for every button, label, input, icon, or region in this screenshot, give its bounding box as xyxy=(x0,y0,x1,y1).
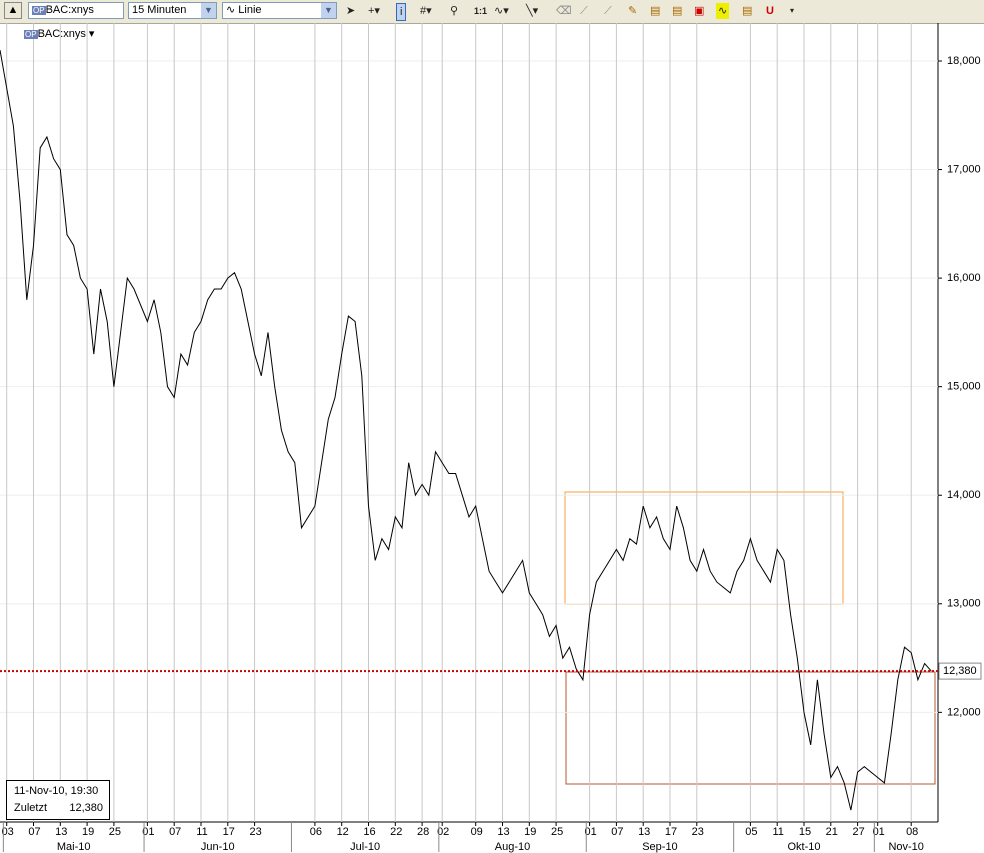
study-tool[interactable]: ▤ xyxy=(650,5,661,17)
study-tool[interactable]: ▤ xyxy=(742,5,753,17)
symbol-input[interactable]: OPBAC:xnys xyxy=(28,2,124,19)
fib-tool[interactable]: ⟋ xyxy=(580,5,588,17)
cursor-tool[interactable]: ➤ xyxy=(346,5,356,17)
x-tick-label: 28 xyxy=(417,826,429,838)
symbol-text: BAC:xnys xyxy=(45,4,94,16)
x-tick-label: 08 xyxy=(906,826,918,838)
more-tools[interactable]: ▾ xyxy=(790,6,795,15)
x-tick-label: 27 xyxy=(852,826,864,838)
draw-tool[interactable]: ∿▾ xyxy=(494,5,509,17)
info-value: 12,380 xyxy=(69,802,103,814)
x-tick-label: 19 xyxy=(82,826,94,838)
plot: 12,000 13,000 14,000 15,000 16,000 17,000 18,0… xyxy=(0,23,982,853)
y-tick-label: 16,000 xyxy=(947,272,981,284)
x-tick-label: 19 xyxy=(524,826,536,838)
x-tick-label: 09 xyxy=(471,826,483,838)
x-tick-label: 17 xyxy=(223,826,235,838)
chart: 12,000 13,000 14,000 15,000 16,000 17,000 18,0… xyxy=(0,23,982,853)
x-tick-label: 15 xyxy=(799,826,811,838)
study-tool[interactable]: ∿ xyxy=(716,3,730,19)
color-tool[interactable]: ✎ xyxy=(628,5,638,17)
last-value-box xyxy=(938,662,982,680)
line-tool[interactable]: ╲▾ xyxy=(526,5,539,17)
y-tick-label: 17,000 xyxy=(947,163,981,175)
price-line xyxy=(0,50,932,811)
x-tick-label: 25 xyxy=(109,826,121,838)
study-tool[interactable]: ▤ xyxy=(672,5,683,17)
x-tick-label: 11 xyxy=(772,826,783,838)
month-label: Okt-10 xyxy=(787,841,820,853)
x-tick-label: 01 xyxy=(873,826,885,838)
x-tick-label: 13 xyxy=(55,826,67,838)
x-tick-label: 16 xyxy=(363,826,375,838)
x-tick-label: 23 xyxy=(692,826,704,838)
magnet-tool[interactable]: U xyxy=(766,5,774,17)
x-tick-label: 07 xyxy=(611,826,623,838)
last-value-label: 12,380 xyxy=(943,665,977,677)
info-time: 11-Nov-10, 19:30 xyxy=(14,785,99,797)
month-label: Nov-10 xyxy=(888,841,923,853)
y-tick-label: 15,000 xyxy=(947,381,981,393)
x-tick-label: 25 xyxy=(551,826,563,838)
dropdown-arrow: ▼ xyxy=(321,3,336,18)
month-label: Jun-10 xyxy=(201,841,235,853)
y-tick-label: 18,000 xyxy=(947,55,981,67)
month-label: Jul-10 xyxy=(350,841,380,853)
x-tick-label: 01 xyxy=(142,826,154,838)
grid-tool[interactable]: #▾ xyxy=(420,5,432,17)
x-tick-label: 07 xyxy=(28,826,40,838)
x-tick-label: 13 xyxy=(638,826,650,838)
x-tick-label: 06 xyxy=(310,826,322,838)
style-select[interactable]: ∿ Linie ▼ xyxy=(222,2,337,19)
study-tool[interactable]: ▣ xyxy=(694,5,705,17)
collapse-button[interactable]: ▲ xyxy=(4,2,22,19)
month-label: Sep-10 xyxy=(642,841,677,853)
x-tick-label: 11 xyxy=(196,826,207,838)
toolbar: ▲ OPBAC:xnys 15 Minuten ▼ ∿ Linie ▼ ➤ +▾ i… xyxy=(0,0,984,24)
y-tick-label: 14,000 xyxy=(947,489,981,501)
pitch-tool[interactable]: ⟋ xyxy=(604,5,612,17)
range-box xyxy=(564,491,844,605)
crosshair-tool[interactable]: +▾ xyxy=(368,5,380,17)
x-tick-label: 07 xyxy=(169,826,181,838)
legend-text: BAC:xnys xyxy=(37,28,86,40)
x-tick-label: 01 xyxy=(584,826,596,838)
y-tick-label: 12,000 xyxy=(947,706,981,718)
x-tick-label: 22 xyxy=(390,826,402,838)
style-text: Linie xyxy=(238,4,262,16)
x-tick-label: 21 xyxy=(826,826,838,838)
info-box: 11-Nov-10, 19:30 Zuletzt 12,380 xyxy=(6,780,110,820)
month-label: Aug-10 xyxy=(495,841,530,853)
x-tick-label: 05 xyxy=(745,826,757,838)
x-tick-label: 17 xyxy=(665,826,677,838)
zoom-tool[interactable]: ⚲ xyxy=(450,5,459,17)
x-tick-label: 12 xyxy=(337,826,349,838)
x-tick-label: 02 xyxy=(437,826,449,838)
interval-text: 15 Minuten xyxy=(132,4,187,16)
legend[interactable]: OPBAC:xnys ▾ xyxy=(24,28,95,40)
x-tick-label: 03 xyxy=(2,826,14,838)
zoom-reset[interactable]: 1:1 xyxy=(474,6,488,16)
month-label: Mai-10 xyxy=(57,841,91,853)
info-tool[interactable]: i xyxy=(396,3,407,21)
x-tick-label: 13 xyxy=(497,826,509,838)
y-tick-label: 13,000 xyxy=(947,598,981,610)
x-tick-label: 23 xyxy=(249,826,261,838)
interval-select[interactable]: 15 Minuten ▼ xyxy=(128,2,217,19)
erase-tool[interactable]: ⌫ xyxy=(556,5,572,17)
info-label: Zuletzt xyxy=(14,802,48,814)
dropdown-arrow: ▼ xyxy=(201,3,216,18)
